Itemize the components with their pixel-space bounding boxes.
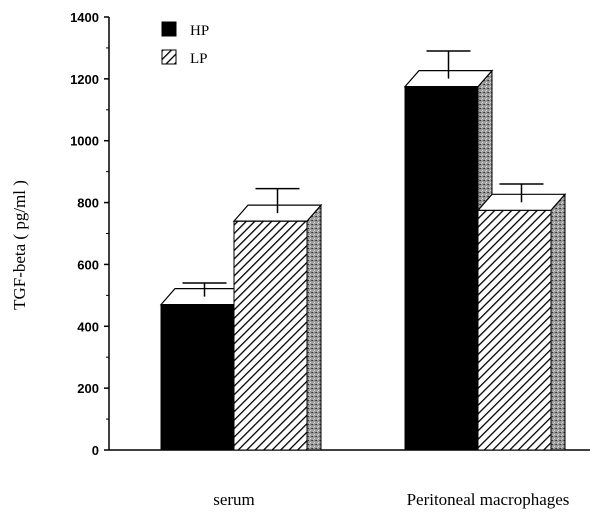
bar-front-face	[233, 220, 308, 451]
y-tick-label: 200	[77, 381, 99, 396]
bar-front-face	[160, 304, 235, 451]
bar-side-face	[550, 192, 566, 451]
y-tick-label: 800	[77, 196, 99, 211]
y-axis-title: TGF-beta ( pg/ml )	[10, 180, 29, 310]
y-tick-label: 1200	[70, 72, 99, 87]
bar-front-face	[404, 86, 479, 451]
legend-label-lp: LP	[190, 51, 208, 67]
bar-lp-macrophages	[476, 183, 567, 451]
bars: serum Peritoneal macrophages	[159, 50, 570, 509]
legend-label-hp: HP	[190, 23, 209, 39]
y-tick-label: 0	[92, 443, 99, 458]
y-tick-label: 1000	[70, 134, 99, 149]
category-label: serum	[213, 490, 255, 509]
y-tick-label: 1400	[70, 10, 99, 25]
bar-lp-serum	[232, 187, 323, 451]
bar-front-face	[477, 209, 552, 451]
y-tick-label: 400	[77, 319, 99, 334]
legend-swatch-hp	[161, 21, 177, 37]
bar-side-face	[306, 203, 322, 451]
y-tick-label: 600	[77, 257, 99, 272]
category-label: Peritoneal macrophages	[407, 490, 570, 509]
legend-swatch-lp	[161, 49, 177, 65]
legend: HP LP	[161, 21, 209, 67]
